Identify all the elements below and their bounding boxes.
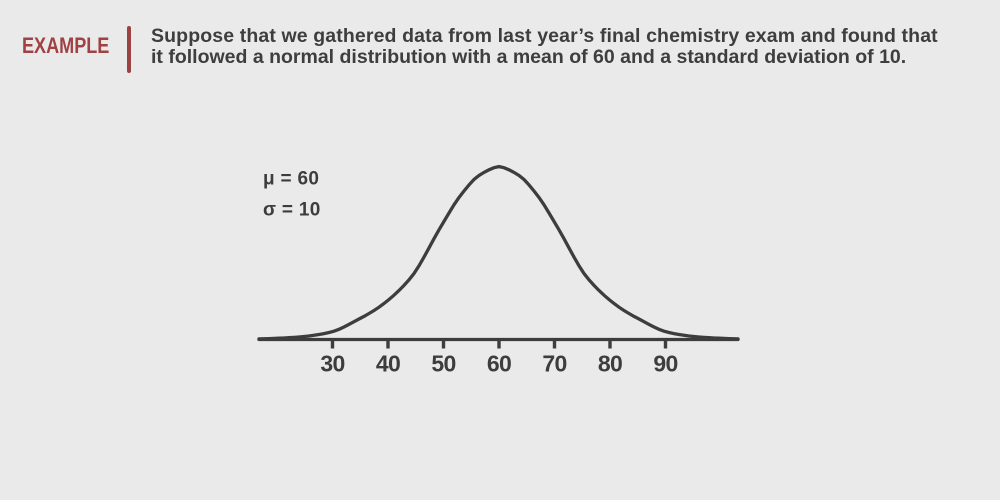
svg-text:90: 90 [653,350,677,376]
svg-text:50: 50 [431,350,455,376]
svg-text:40: 40 [376,350,400,376]
svg-text:70: 70 [542,350,566,376]
svg-text:60: 60 [487,350,511,376]
svg-text:80: 80 [598,350,622,376]
svg-text:μ = 60: μ = 60 [263,169,319,190]
svg-text:σ = 10: σ = 10 [263,200,321,221]
svg-text:30: 30 [320,350,344,376]
